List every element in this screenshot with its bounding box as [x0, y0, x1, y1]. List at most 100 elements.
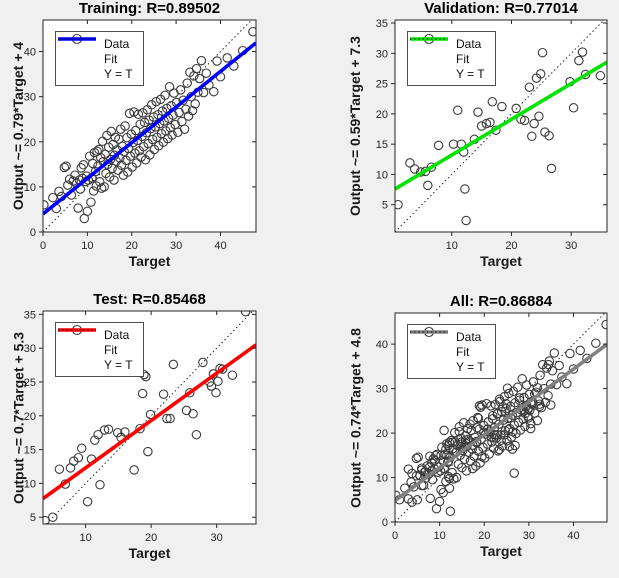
- data-point: [95, 480, 105, 490]
- data-point: [568, 364, 579, 374]
- data-point: [501, 398, 511, 409]
- data-point: [182, 78, 192, 88]
- data-point: [514, 393, 525, 403]
- data-point: [498, 415, 509, 425]
- data-point: [517, 374, 527, 384]
- data-point: [453, 459, 464, 469]
- x-tick-label: 10: [81, 240, 93, 252]
- data-point: [546, 163, 557, 174]
- data-point: [532, 382, 543, 393]
- training-ylabel: Output ~= 0.79*Target + 4: [10, 41, 26, 211]
- data-point: [508, 426, 518, 437]
- data-point: [451, 472, 462, 483]
- data-point: [494, 394, 505, 405]
- legend-label: Y = T: [456, 359, 485, 374]
- data-point: [512, 382, 523, 393]
- data-point: [135, 423, 145, 434]
- data-point: [456, 439, 467, 449]
- data-point: [179, 124, 190, 134]
- data-point: [158, 389, 169, 399]
- fit-line-icon: [410, 330, 456, 359]
- x-tick-label: 20: [478, 530, 490, 542]
- test-legend: Data Fit Y = T: [55, 322, 144, 377]
- data-point: [439, 425, 449, 436]
- data-point: [421, 473, 431, 483]
- data-point: [227, 370, 238, 380]
- data-points: [43, 311, 251, 524]
- data-point: [160, 90, 170, 101]
- validation-title: Validation: R=0.77014: [424, 0, 578, 17]
- data-point: [461, 466, 472, 476]
- data-point: [535, 69, 546, 79]
- data-point: [565, 348, 575, 359]
- legend-item-identity: Y = T: [410, 38, 485, 81]
- y-tick-label: 30: [24, 92, 36, 104]
- data-point: [485, 117, 495, 128]
- data-point: [209, 86, 219, 97]
- data-point: [54, 186, 64, 197]
- data-point: [430, 450, 441, 461]
- legend-label: Fit: [104, 51, 118, 66]
- x-tick-label: 20: [126, 240, 138, 252]
- data-point: [191, 429, 202, 440]
- data-point: [131, 158, 142, 168]
- data-point: [201, 68, 212, 78]
- data-point: [190, 99, 200, 109]
- data-point: [198, 357, 208, 368]
- data-point: [525, 423, 536, 434]
- data-point: [99, 425, 110, 435]
- data-point: [185, 388, 195, 398]
- y-ticks: 0 10 20 30 40: [24, 47, 256, 239]
- panel-all: 0 10 20 30 40 0 10 20 30 40 All: R=0.86884 Target Ou…: [310, 289, 619, 578]
- data-point: [425, 493, 436, 504]
- y-ticks: 0 10 20 30 40: [376, 339, 607, 529]
- test-title: Test: R=0.85468: [93, 291, 206, 308]
- data-point: [147, 134, 158, 145]
- all-xlabel: Target: [480, 543, 522, 559]
- data-point: [568, 103, 579, 113]
- data-point: [248, 26, 256, 37]
- data-point: [181, 104, 191, 115]
- data-point: [395, 199, 403, 210]
- validation-legend: Data Fit Y = T: [407, 31, 496, 86]
- training-title: Training: R=0.89502: [78, 0, 221, 17]
- fit-line: [395, 342, 607, 503]
- panel-validation: 10 20 30 5 10 15 20 25 30 35 Validation: R=0.77014…: [310, 0, 619, 289]
- data-point: [534, 111, 544, 122]
- data-point: [477, 451, 487, 462]
- data-point: [532, 415, 543, 426]
- all-title: All: R=0.86884: [449, 293, 553, 310]
- data-point: [577, 47, 588, 57]
- data-point: [86, 197, 96, 207]
- data-point: [450, 427, 460, 438]
- identity-line-icon: [58, 38, 104, 81]
- data-point: [480, 429, 491, 439]
- data-point: [463, 434, 473, 445]
- data-point: [459, 454, 470, 465]
- x-ticks: 10 20 30: [446, 20, 577, 252]
- data-point: [436, 450, 446, 461]
- plot-content: [395, 313, 607, 522]
- legend-label: Fit: [104, 342, 118, 357]
- data-point: [139, 117, 150, 128]
- data-point: [543, 359, 554, 370]
- data-point: [535, 370, 545, 381]
- data-point: [135, 119, 145, 129]
- data-point: [601, 319, 607, 330]
- data-point: [130, 125, 141, 136]
- y-tick-label: 40: [376, 339, 388, 351]
- data-point: [486, 401, 496, 411]
- y-tick-label: 5: [382, 200, 388, 212]
- data-point: [544, 130, 554, 141]
- y-tick-label: 10: [24, 478, 36, 490]
- data-point: [112, 427, 123, 438]
- data-point: [240, 311, 251, 317]
- data-point: [90, 435, 100, 445]
- y-tick-label: 25: [24, 377, 36, 389]
- y-tick-label: 30: [376, 384, 388, 396]
- data-point: [534, 401, 545, 412]
- data-point: [417, 463, 427, 473]
- data-point: [103, 424, 114, 435]
- fit-line: [43, 41, 256, 216]
- data-point: [120, 121, 130, 131]
